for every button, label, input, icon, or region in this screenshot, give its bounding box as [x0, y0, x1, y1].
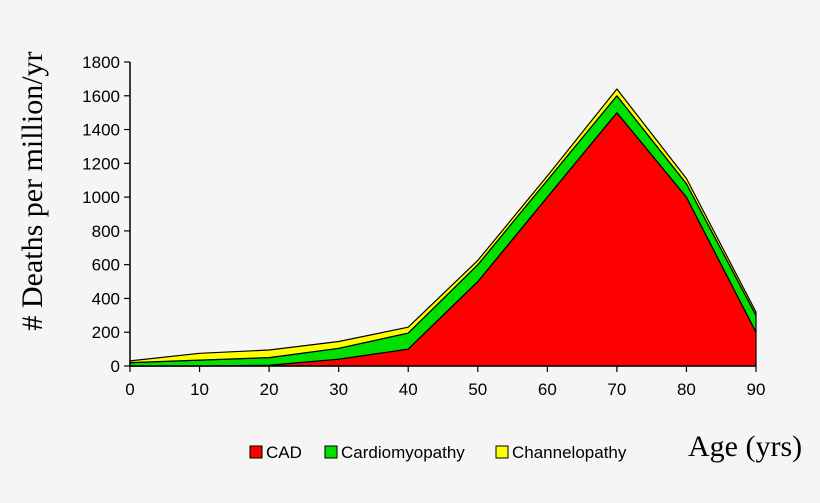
- legend-swatch: [249, 445, 263, 459]
- y-tick-label: 1000: [82, 188, 120, 207]
- area-channelopathy: [129, 88, 757, 364]
- legend-label: CAD: [266, 443, 302, 462]
- x-ticks-group: 0 10 20 30 40 50 60 70 80 90: [125, 366, 765, 399]
- x-tick-label: 70: [607, 380, 626, 399]
- y-tick-label: 0: [111, 357, 120, 376]
- legend-item-cad: CAD: [249, 443, 302, 462]
- x-axis-label: Age (yrs): [688, 430, 802, 463]
- x-tick-label: 20: [260, 380, 279, 399]
- y-tick-label: 1200: [82, 154, 120, 173]
- legend: CAD Cardiomyopathy Channelopathy: [249, 443, 627, 462]
- x-tick-label: 30: [329, 380, 348, 399]
- legend-swatch: [324, 445, 338, 459]
- x-tick-label: 10: [190, 380, 209, 399]
- legend-label: Cardiomyopathy: [341, 443, 465, 462]
- y-tick-label: 1400: [82, 121, 120, 140]
- x-tick-label: 40: [399, 380, 418, 399]
- x-tick-label: 90: [747, 380, 766, 399]
- y-ticks-group: 0 200 400 600 800 1000 1200 1400 1600 1800: [82, 53, 130, 376]
- y-tick-label: 1600: [82, 87, 120, 106]
- y-tick-label: 1800: [82, 53, 120, 72]
- y-tick-label: 400: [92, 289, 120, 308]
- legend-item-channelopathy: Channelopathy: [495, 443, 627, 462]
- legend-item-cardiomyopathy: Cardiomyopathy: [324, 443, 465, 462]
- y-tick-label: 800: [92, 222, 120, 241]
- legend-swatch: [495, 445, 509, 459]
- y-tick-label: 200: [92, 323, 120, 342]
- legend-label: Channelopathy: [512, 443, 627, 462]
- x-tick-label: 80: [677, 380, 696, 399]
- x-tick-label: 60: [538, 380, 557, 399]
- x-tick-label: 0: [125, 380, 134, 399]
- y-axis-label: # Deaths per million/yr: [16, 51, 49, 330]
- area-series-group: [129, 88, 757, 367]
- y-tick-label: 600: [92, 256, 120, 275]
- axes-group: [129, 62, 756, 367]
- x-tick-label: 50: [468, 380, 487, 399]
